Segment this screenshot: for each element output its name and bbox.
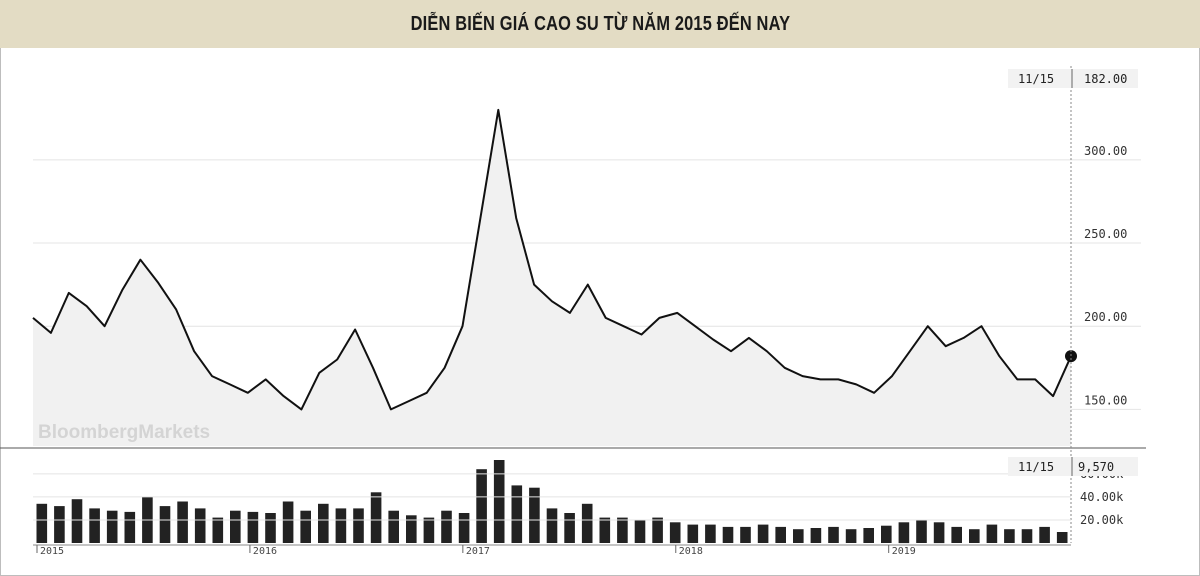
last-price-marker bbox=[1065, 350, 1077, 363]
volume-bar bbox=[810, 528, 822, 543]
volume-bar bbox=[406, 515, 417, 543]
volume-bar bbox=[775, 526, 786, 543]
volume-bar bbox=[458, 513, 470, 543]
volume-bar bbox=[969, 529, 980, 543]
volume-bar bbox=[581, 503, 593, 543]
volume-bar bbox=[177, 501, 188, 543]
y-tick-label: 200.00 bbox=[1084, 310, 1127, 324]
volume-bar bbox=[300, 510, 311, 543]
x-tick-label: 2016 bbox=[253, 546, 277, 557]
volume-bar bbox=[511, 485, 523, 543]
volume-tick-label: 20.00k bbox=[1080, 513, 1124, 527]
y-tick-label: 250.00 bbox=[1084, 227, 1127, 241]
volume-bar bbox=[916, 519, 927, 543]
volume-bar bbox=[36, 503, 48, 543]
volume-bar bbox=[669, 522, 681, 544]
volume-bar bbox=[388, 510, 399, 543]
volume-bar bbox=[617, 517, 628, 543]
volume-readout-date: 11/15 bbox=[1018, 460, 1054, 474]
volume-bars bbox=[36, 460, 1068, 544]
volume-bar bbox=[89, 508, 100, 543]
volume-readout-box bbox=[1008, 457, 1138, 476]
volume-bar bbox=[282, 501, 294, 543]
price-area-fill bbox=[33, 109, 1071, 447]
volume-bar bbox=[370, 492, 382, 543]
x-axis: 2015 2016 2017 2018 2019 bbox=[33, 544, 1071, 557]
volume-bar bbox=[898, 522, 910, 544]
title-bar: DIỄN BIẾN GIÁ CAO SU TỪ NĂM 2015 ĐẾN NAY bbox=[0, 0, 1200, 48]
volume-bar bbox=[106, 510, 118, 543]
price-readout-value: 182.00 bbox=[1084, 72, 1127, 86]
volume-bar bbox=[441, 510, 452, 543]
volume-bar bbox=[159, 506, 171, 543]
volume-bar bbox=[757, 524, 769, 543]
price-area bbox=[33, 109, 1071, 447]
volume-bar bbox=[845, 529, 857, 543]
volume-bar bbox=[652, 517, 663, 543]
volume-bar bbox=[951, 526, 962, 543]
volume-bar bbox=[212, 517, 224, 543]
volume-bar bbox=[230, 510, 241, 543]
volume-bar bbox=[863, 528, 874, 543]
y-tick-label: 150.00 bbox=[1084, 393, 1127, 407]
volume-bar bbox=[353, 508, 364, 543]
volume-bar bbox=[933, 522, 945, 544]
volume-bar bbox=[599, 517, 611, 543]
price-readout-date: 11/15 bbox=[1018, 72, 1054, 86]
x-tick-label: 2018 bbox=[679, 546, 703, 557]
volume-bar bbox=[194, 508, 206, 543]
watermark: BloombergMarkets bbox=[38, 422, 210, 443]
volume-bar bbox=[124, 511, 136, 543]
volume-bar bbox=[1056, 532, 1068, 543]
volume-bar bbox=[564, 513, 575, 543]
x-tick-label: 2019 bbox=[892, 546, 916, 557]
x-tick-label: 2015 bbox=[40, 546, 64, 557]
volume-bar bbox=[71, 499, 83, 543]
volume-bar bbox=[493, 460, 505, 543]
volume-bar bbox=[529, 487, 540, 543]
volume-bar bbox=[335, 508, 347, 543]
chart-title: DIỄN BIẾN GIÁ CAO SU TỪ NĂM 2015 ĐẾN NAY bbox=[410, 12, 790, 35]
volume-bar bbox=[265, 513, 276, 543]
x-tick-label: 2017 bbox=[466, 546, 490, 557]
y-tick-label: 300.00 bbox=[1084, 144, 1127, 158]
volume-tick-label: 40.00k bbox=[1080, 490, 1124, 504]
volume-readout-value: 9,570 bbox=[1078, 460, 1114, 474]
volume-bar bbox=[740, 526, 751, 543]
volume-bar bbox=[687, 524, 699, 543]
volume-bar bbox=[247, 511, 259, 543]
volume-bar bbox=[705, 524, 716, 543]
volume-bar bbox=[722, 526, 734, 543]
volume-bar bbox=[1039, 526, 1050, 543]
price-axis-labels: 150.00 200.00 250.00 300.00 11/15 182.00 bbox=[1008, 69, 1138, 407]
volume-bar bbox=[828, 526, 839, 543]
volume-bar bbox=[793, 529, 804, 543]
volume-bar bbox=[1004, 529, 1015, 543]
volume-bar bbox=[546, 508, 558, 543]
volume-bar bbox=[634, 519, 646, 543]
volume-bar bbox=[318, 503, 329, 543]
volume-bar bbox=[423, 517, 435, 543]
volume-bar bbox=[986, 524, 998, 543]
volume-bar bbox=[54, 506, 65, 543]
volume-bar bbox=[476, 469, 487, 543]
price-readout-box bbox=[1008, 69, 1138, 88]
volume-bar bbox=[1021, 529, 1033, 543]
volume-bar bbox=[881, 525, 892, 543]
